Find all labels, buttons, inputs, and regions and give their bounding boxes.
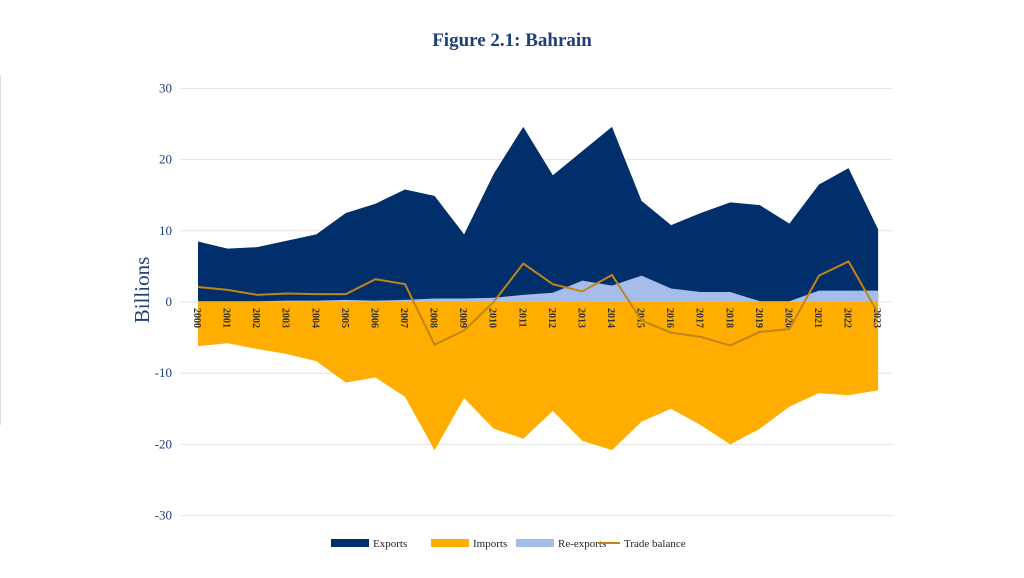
legend-label: Re-exports (558, 538, 606, 550)
y-tick-label: -10 (155, 365, 172, 380)
x-tick-label: 2023 (871, 308, 882, 328)
x-tick-label: 2019 (753, 308, 764, 328)
x-tick-label: 2003 (280, 308, 291, 328)
x-tick-label: 2005 (339, 308, 350, 328)
legend-label: Exports (373, 538, 407, 550)
x-tick-label: 2018 (723, 308, 734, 328)
x-tick-label: 2021 (812, 308, 823, 328)
x-tick-label: 2020 (782, 308, 793, 328)
divider (0, 75, 1, 425)
x-tick-label: 2001 (221, 308, 232, 328)
line-trade-balance (197, 260, 879, 347)
x-tick-label: 2007 (398, 308, 409, 328)
x-tick-label: 2010 (487, 308, 498, 328)
legend-label: Trade balance (624, 538, 686, 550)
x-tick-label: 2022 (842, 308, 853, 328)
x-tick-label: 2000 (191, 308, 202, 328)
y-tick-label: 0 (166, 294, 173, 309)
x-tick-label: 2006 (368, 308, 379, 328)
x-tick-label: 2004 (309, 308, 320, 328)
legend-swatch (516, 539, 554, 547)
legend-swatch (431, 539, 469, 547)
area-re-exports (198, 275, 879, 302)
area-exports (198, 126, 879, 303)
legend-swatch (331, 539, 369, 547)
x-tick-label: 2016 (664, 308, 675, 328)
y-tick-label: 30 (159, 80, 172, 95)
x-tick-label: 2014 (605, 308, 616, 328)
y-tick-label: 20 (159, 152, 172, 167)
y-tick-label: 10 (159, 223, 172, 238)
y-tick-label: -30 (155, 508, 172, 523)
x-tick-label: 2012 (546, 308, 557, 328)
chart-title: Figure 2.1: Bahrain (432, 30, 592, 51)
y-tick-label: -20 (155, 436, 172, 451)
legend-label: Imports (473, 538, 507, 550)
area-imports (198, 302, 879, 451)
x-tick-label: 2017 (694, 308, 705, 328)
x-tick-label: 2008 (428, 308, 439, 328)
x-tick-label: 2013 (575, 308, 586, 328)
x-tick-label: 2011 (516, 308, 527, 327)
x-tick-label: 2009 (457, 308, 468, 328)
x-tick-label: 2002 (250, 308, 261, 328)
y-axis-label: Billions (130, 257, 154, 324)
